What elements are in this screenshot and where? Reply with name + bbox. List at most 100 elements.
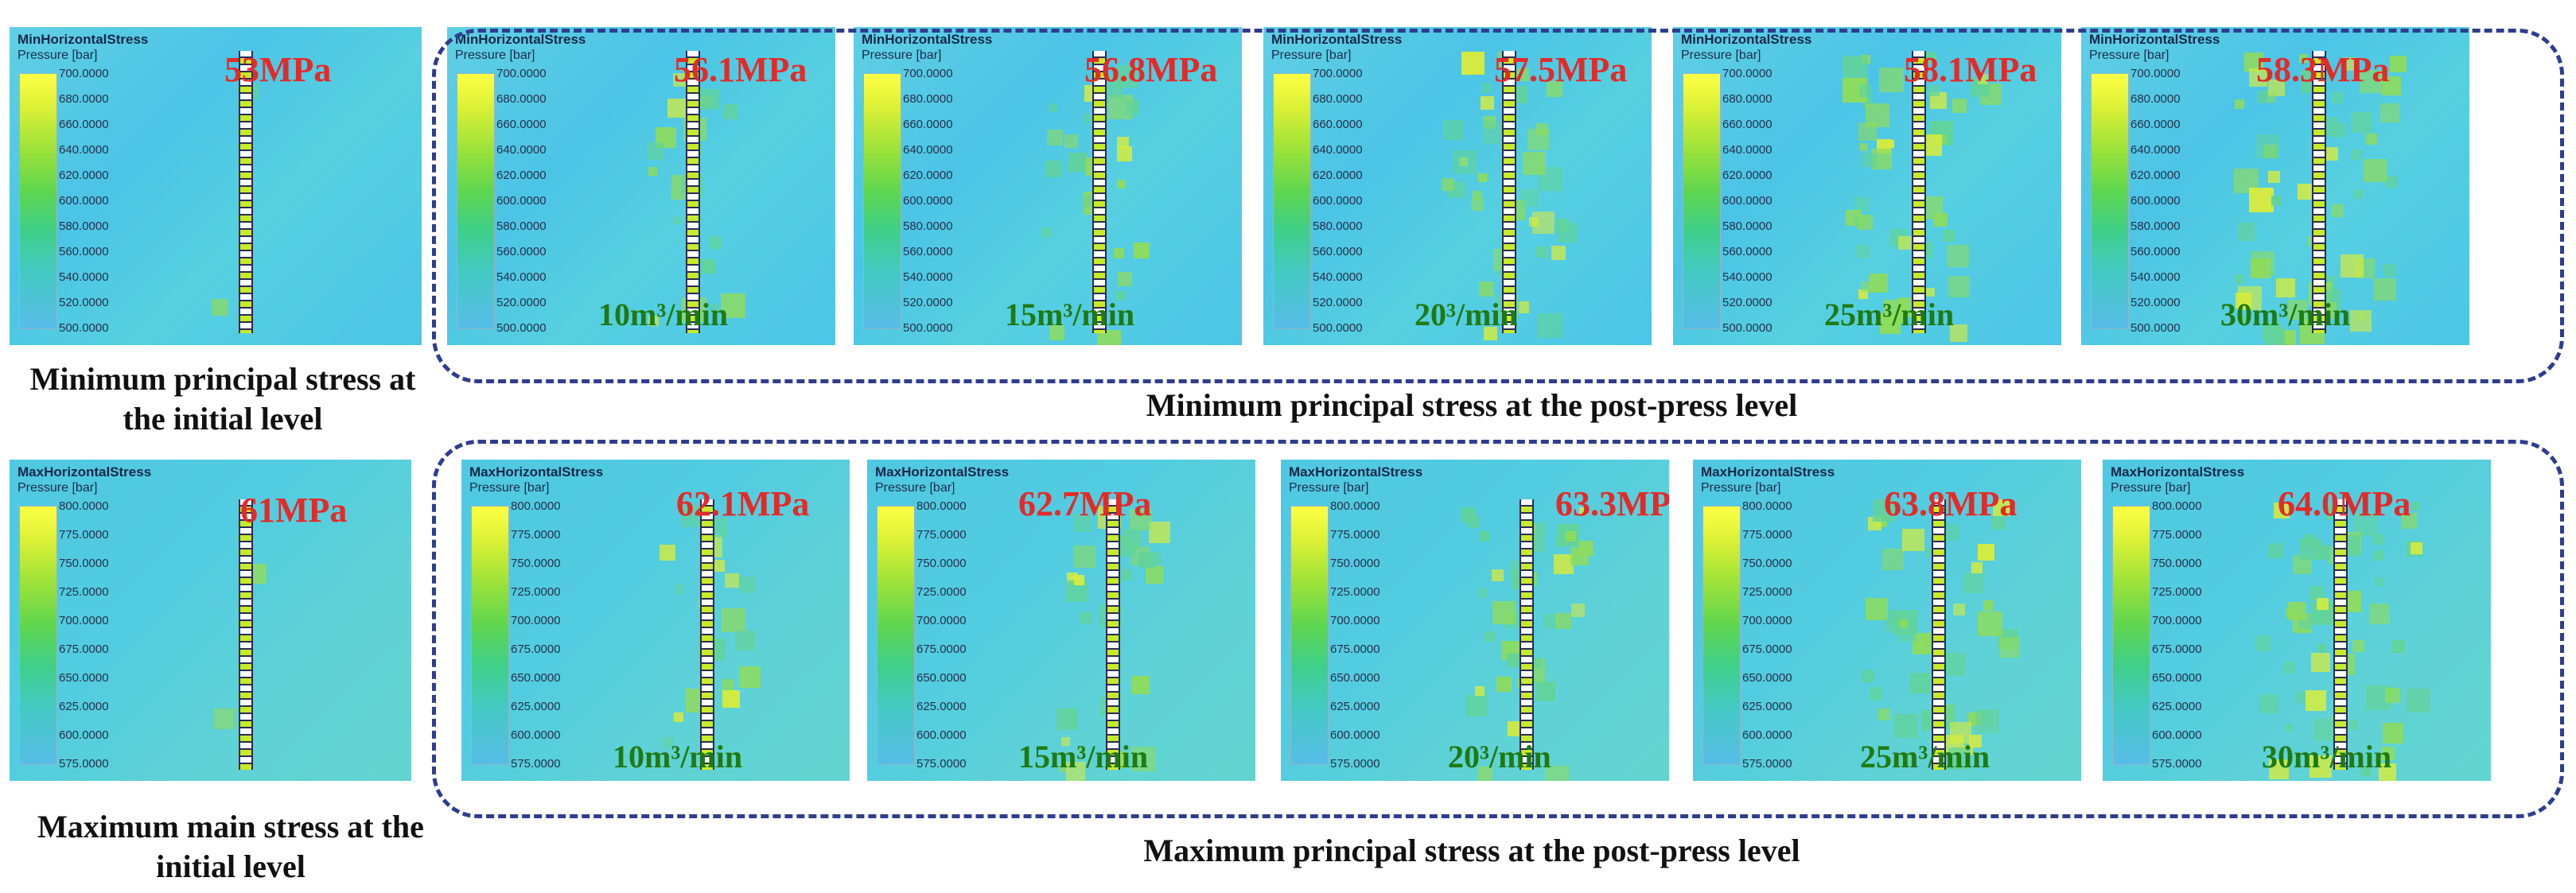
stress-anomaly-patch bbox=[2379, 763, 2396, 781]
stress-anomaly-patch bbox=[2296, 692, 2307, 703]
colorbar-tick-label: 640.0000 bbox=[59, 143, 109, 157]
stress-value-label: 58.1MPa bbox=[1904, 50, 2037, 89]
colorbar-tick-labels: 700.0000 680.0000 660.0000 640.0000 620.0000… bbox=[59, 67, 138, 345]
stress-anomaly-patch bbox=[1993, 499, 2010, 516]
stress-value-label: 53MPa bbox=[224, 50, 332, 89]
stress-anomaly-patch bbox=[2385, 688, 2400, 703]
colorbar-tick-label: 500.0000 bbox=[903, 321, 953, 335]
colorbar-tick-label: 725.0000 bbox=[1330, 585, 1380, 599]
stress-anomaly-patch bbox=[2382, 76, 2401, 95]
max-stress-panel-5: MaxHorizontalStress Pressure [bar] 800.000… bbox=[2103, 460, 2491, 781]
stress-anomaly-patch bbox=[1902, 529, 1924, 551]
stress-anomaly-patch bbox=[1566, 531, 1576, 542]
min-stress-panel-3: MinHorizontalStress Pressure [bar] 700.000… bbox=[1263, 27, 1652, 345]
colorbar-tick-label: 680.0000 bbox=[59, 92, 109, 106]
stress-anomaly-patch bbox=[721, 293, 745, 318]
stress-anomaly-patch bbox=[1926, 548, 1935, 557]
stress-anomaly-patch bbox=[1999, 637, 2020, 658]
stress-anomaly-patch bbox=[1121, 569, 1132, 580]
stress-anomaly-patch bbox=[1947, 245, 1969, 267]
colorbar-title: MinHorizontalStress bbox=[862, 32, 993, 47]
stress-anomaly-patch bbox=[1481, 96, 1494, 110]
colorbar-gradient bbox=[2112, 506, 2150, 765]
stress-anomaly-patch bbox=[1149, 522, 1170, 543]
stress-anomaly-patch bbox=[1047, 130, 1063, 146]
colorbar-tick-label: 620.0000 bbox=[903, 169, 953, 182]
stress-anomaly-patch bbox=[2385, 176, 2397, 188]
colorbar-tick-label: 575.0000 bbox=[1330, 757, 1380, 771]
colorbar-tick-label: 600.0000 bbox=[511, 728, 561, 742]
stress-anomaly-patch bbox=[1859, 84, 1872, 97]
stress-anomaly-patch bbox=[2268, 80, 2285, 96]
min-group-caption: Minimum principal stress at the post-pre… bbox=[1146, 387, 1798, 423]
stress-anomaly-patch bbox=[2360, 70, 2383, 93]
stress-anomaly-patch bbox=[1453, 150, 1477, 174]
stress-anomaly-patch bbox=[2366, 134, 2377, 145]
colorbar-tick-label: 580.0000 bbox=[59, 219, 109, 233]
colorbar-tick-label: 640.0000 bbox=[2130, 143, 2181, 157]
stress-anomaly-patch bbox=[1910, 673, 1931, 693]
wellbore-icon bbox=[2312, 51, 2326, 333]
stress-anomaly-patch bbox=[2343, 57, 2356, 71]
stress-anomaly-patch bbox=[1963, 573, 1984, 593]
colorbar-gradient bbox=[2091, 73, 2129, 329]
stress-anomaly-patch bbox=[2390, 56, 2407, 72]
stress-anomaly-patch bbox=[1571, 604, 1585, 617]
stress-anomaly-patch bbox=[725, 573, 739, 588]
injection-rate-label: 10m³/min bbox=[598, 297, 729, 332]
colorbar-gradient bbox=[19, 506, 57, 765]
stress-anomaly-patch bbox=[2236, 293, 2251, 309]
max-stress-panel-3: MaxHorizontalStress Pressure [bar] 800.000… bbox=[1281, 460, 1669, 781]
colorbar-tick-label: 675.0000 bbox=[59, 643, 109, 656]
stress-anomaly-patch bbox=[1878, 709, 1890, 720]
colorbar-tick-label: 640.0000 bbox=[903, 143, 953, 157]
colorbar-unit: Pressure [bar] bbox=[1271, 49, 1352, 62]
colorbar-unit: Pressure [bar] bbox=[1289, 481, 1369, 495]
stress-anomaly-patch bbox=[1492, 601, 1516, 624]
stress-anomaly-patch bbox=[1097, 330, 1121, 345]
colorbar-tick-label: 660.0000 bbox=[496, 118, 547, 131]
stress-anomaly-patch bbox=[1547, 81, 1562, 97]
colorbar-title: MinHorizontalStress bbox=[455, 32, 586, 47]
stress-anomaly-patch bbox=[1900, 619, 1908, 627]
stress-anomaly-patch bbox=[1507, 654, 1520, 667]
stress-anomaly-patch bbox=[1536, 247, 1547, 258]
stress-anomaly-patch bbox=[1866, 598, 1888, 620]
stress-anomaly-patch bbox=[698, 89, 719, 110]
stress-anomaly-patch bbox=[1950, 324, 1967, 342]
stress-anomaly-patch bbox=[2411, 542, 2422, 554]
stress-anomaly-patch bbox=[1551, 246, 1566, 260]
stress-anomaly-patch bbox=[1555, 613, 1571, 629]
stress-anomaly-patch bbox=[1978, 544, 1994, 561]
stress-anomaly-patch bbox=[1943, 230, 1955, 242]
stress-anomaly-patch bbox=[1080, 612, 1091, 623]
colorbar-tick-label: 575.0000 bbox=[1742, 757, 1792, 771]
stress-anomaly-patch bbox=[1130, 509, 1151, 530]
max-initial-caption: Maximum main stress at the initial level bbox=[37, 809, 424, 884]
colorbar-tick-label: 600.0000 bbox=[59, 728, 109, 742]
stress-anomaly-patch bbox=[1879, 68, 1904, 92]
injection-rate-label: 20³/min bbox=[1414, 297, 1518, 332]
colorbar-tick-label: 700.0000 bbox=[1742, 614, 1792, 627]
colorbar-tick-labels: 800.0000 775.0000 750.0000 725.0000 700.0000… bbox=[1330, 499, 1410, 778]
stress-anomaly-patch bbox=[2237, 223, 2255, 241]
colorbar-tick-label: 775.0000 bbox=[1742, 528, 1792, 542]
stress-value-label: 62.1MPa bbox=[676, 484, 810, 523]
colorbar-unit: Pressure [bar] bbox=[2089, 49, 2169, 62]
colorbar-tick-labels: 700.0000 680.0000 660.0000 640.0000 620.0000… bbox=[1722, 67, 1802, 345]
colorbar-tick-label: 620.0000 bbox=[1313, 169, 1363, 182]
stress-anomaly-patch bbox=[1138, 552, 1154, 568]
colorbar-unit: Pressure [bar] bbox=[2111, 481, 2191, 495]
stress-anomaly-patch bbox=[1983, 600, 1994, 611]
stress-value-label: 57.5MPa bbox=[1494, 50, 1628, 89]
stress-anomaly-patch bbox=[1885, 617, 1899, 631]
colorbar-tick-label: 560.0000 bbox=[59, 245, 109, 258]
stress-anomaly-patch bbox=[675, 584, 684, 594]
stress-anomaly-patch bbox=[2285, 724, 2293, 732]
stress-anomaly-patch bbox=[1479, 531, 1489, 542]
colorbar-tick-label: 750.0000 bbox=[511, 557, 561, 570]
stress-anomaly-patch bbox=[1064, 134, 1078, 148]
wellbore-icon bbox=[1932, 499, 1946, 770]
stress-anomaly-patch bbox=[2256, 134, 2280, 158]
stress-anomaly-patch bbox=[1078, 746, 1086, 754]
